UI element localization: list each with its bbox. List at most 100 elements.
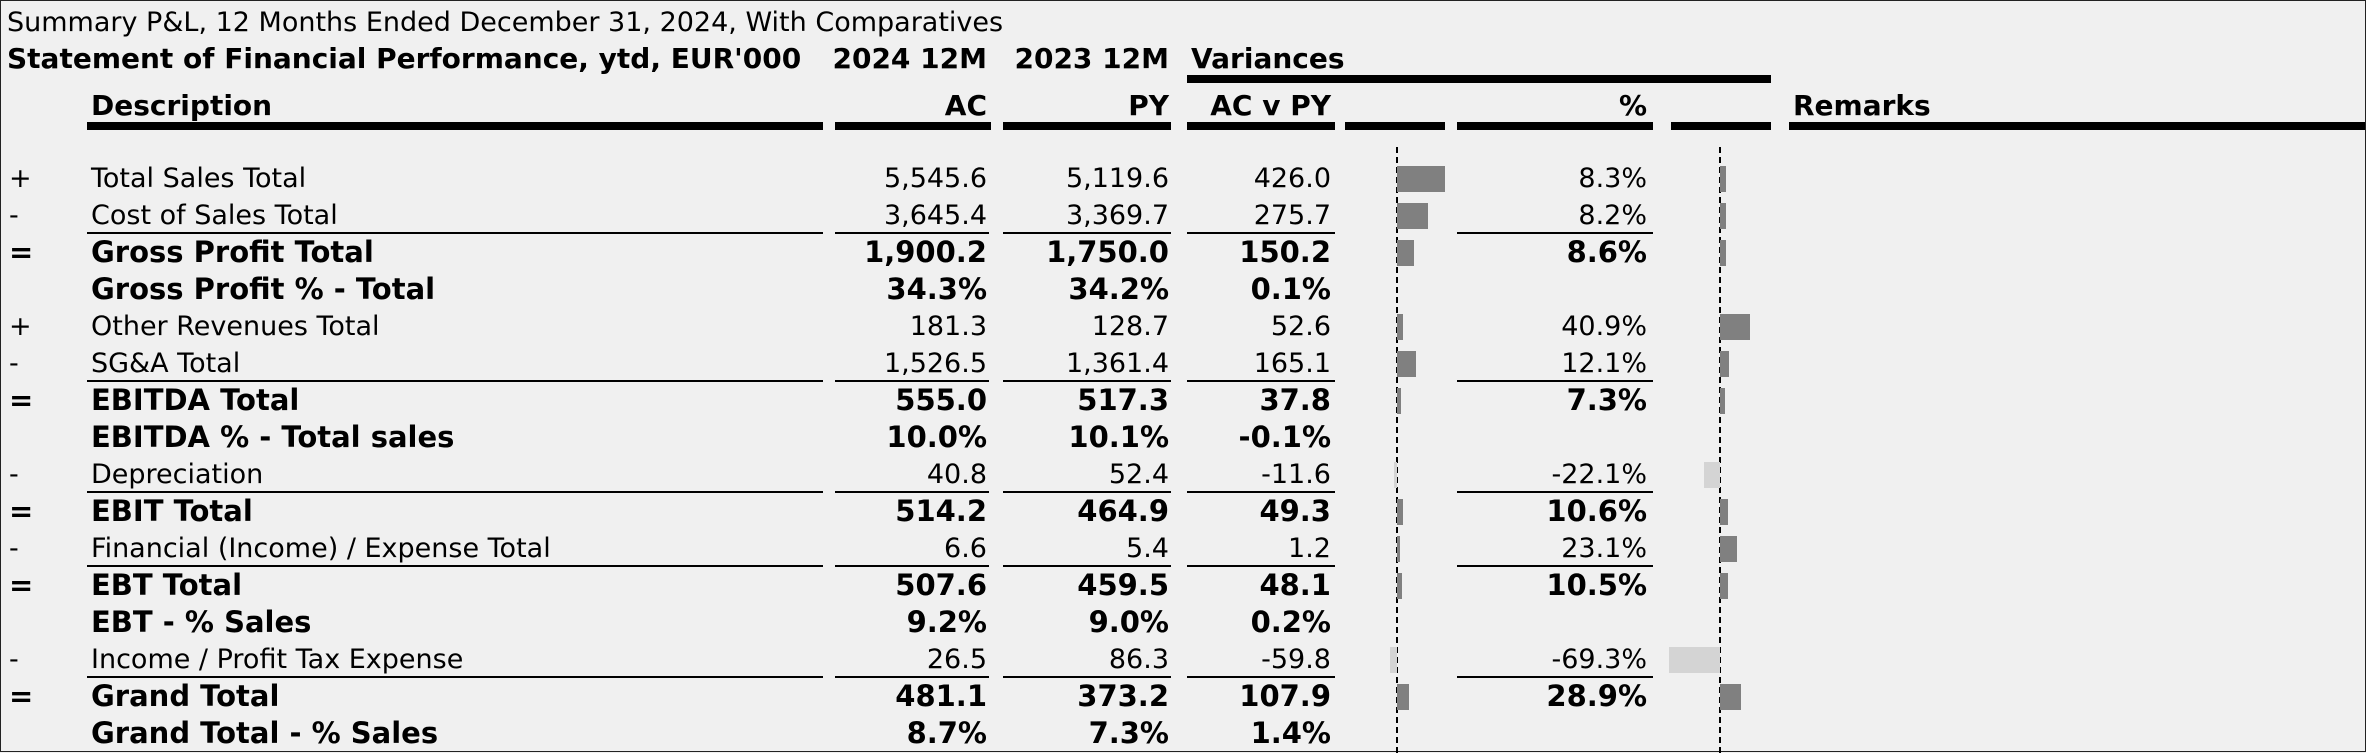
header-rule-varbar (1345, 122, 1445, 130)
percent-variance-bar (1669, 647, 1720, 673)
percent-axis (1719, 147, 1721, 753)
variance-bar (1397, 388, 1402, 414)
row-variance-value: 1.4% (1250, 716, 1331, 750)
row-sign: = (9, 679, 34, 713)
row-sign: + (9, 163, 32, 194)
row-variance-percent: 8.3% (1578, 163, 1647, 194)
row-variance-value: 37.8 (1259, 383, 1331, 417)
row-description: EBIT Total (91, 494, 253, 528)
table-row: - SG&A Total 1,526.5 1,361.4 165.1 12.1% (1, 345, 2365, 382)
variance-bar (1394, 462, 1397, 488)
percent-variance-bar (1720, 314, 1750, 340)
table-row: EBITDA % - Total sales 10.0% 10.1% -0.1% (1, 419, 2365, 456)
row-variance-percent: 40.9% (1561, 311, 1647, 342)
row-variance-percent: 8.2% (1578, 200, 1647, 231)
row-py-value: 464.9 (1077, 494, 1169, 528)
percent-variance-bar (1720, 388, 1726, 414)
row-description: SG&A Total (91, 348, 241, 379)
row-sign: = (9, 235, 34, 269)
row-sign: = (9, 383, 34, 417)
table-row: = Gross Profit Total 1,900.2 1,750.0 150.2 8.… (1, 234, 2365, 271)
percent-variance-bar (1720, 203, 1726, 229)
row-variance-percent (1461, 271, 1647, 308)
table-row: + Other Revenues Total 181.3 128.7 52.6 40.9% (1, 308, 2365, 345)
header-rule-desc (87, 122, 823, 130)
variance-bar (1397, 240, 1414, 266)
row-py-value: 517.3 (1077, 383, 1169, 417)
variance-bar (1397, 684, 1410, 710)
row-description: Grand Total - % Sales (91, 716, 439, 750)
row-variance-percent: -22.1% (1551, 459, 1647, 490)
variance-bar (1397, 351, 1416, 377)
table-row: = EBT Total 507.6 459.5 48.1 10.5% (1, 567, 2365, 604)
row-variance-value: 426.0 (1253, 163, 1331, 194)
row-description: EBT Total (91, 568, 243, 602)
row-variance-percent (1461, 604, 1647, 641)
header-rule-pct (1457, 122, 1653, 130)
row-ac-value: 481.1 (895, 679, 987, 713)
row-ac-value: 3,645.4 (883, 200, 987, 231)
row-ac-value: 5,545.6 (883, 163, 987, 194)
subtotal-rule (1457, 380, 1653, 382)
row-py-value: 5.4 (1126, 533, 1169, 564)
row-description: EBITDA % - Total sales (91, 420, 455, 454)
row-variance-value: 1.2 (1288, 533, 1331, 564)
table-row: EBT - % Sales 9.2% 9.0% 0.2% (1, 604, 2365, 641)
subtotal-rule (1187, 676, 1335, 678)
row-sign: = (9, 494, 34, 528)
subtotal-rule (1003, 232, 1171, 234)
ac-heading: AC (944, 89, 987, 122)
table-row: = EBITDA Total 555.0 517.3 37.8 7.3% (1, 382, 2365, 419)
row-py-value: 1,750.0 (1046, 235, 1169, 269)
subtotal-rule (87, 491, 823, 493)
row-description: Financial (Income) / Expense Total (91, 533, 551, 564)
row-variance-value: 49.3 (1259, 494, 1331, 528)
row-description: Gross Profit % - Total (91, 272, 436, 306)
row-ac-value: 6.6 (944, 533, 987, 564)
row-ac-value: 10.0% (886, 420, 987, 454)
row-variance-percent: 7.3% (1566, 383, 1647, 417)
row-variance-percent (1461, 715, 1647, 752)
row-py-value: 459.5 (1077, 568, 1169, 602)
row-variance-percent: 12.1% (1561, 348, 1647, 379)
row-description: Cost of Sales Total (91, 200, 338, 231)
subtotal-rule (1187, 380, 1335, 382)
subtotal-rule (835, 676, 989, 678)
subtotal-rule (1003, 491, 1171, 493)
row-sign (9, 715, 39, 752)
row-variance-percent: 23.1% (1561, 533, 1647, 564)
table-row: - Financial (Income) / Expense Total 6.6 5.… (1, 530, 2365, 567)
table-row: Gross Profit % - Total 34.3% 34.2% 0.1% (1, 271, 2365, 308)
table-row: - Income / Profit Tax Expense 26.5 86.3 -59.… (1, 641, 2365, 678)
percent-variance-bar (1720, 684, 1742, 710)
row-py-value: 3,369.7 (1065, 200, 1169, 231)
variance-bar (1397, 314, 1403, 340)
row-sign: - (9, 200, 19, 231)
variance-bar (1397, 573, 1403, 599)
row-description: Grand Total (91, 679, 280, 713)
row-sign: - (9, 348, 19, 379)
variance-bar (1397, 203, 1429, 229)
row-py-value: 34.2% (1068, 272, 1169, 306)
row-ac-value: 26.5 (926, 644, 987, 675)
row-variance-value: -0.1% (1238, 420, 1331, 454)
row-variance-percent: 8.6% (1566, 235, 1647, 269)
pct-heading: % (1618, 89, 1647, 122)
row-description: EBITDA Total (91, 383, 300, 417)
subtotal-rule (1003, 565, 1171, 567)
row-sign (9, 419, 39, 456)
subtotal-rule (835, 232, 989, 234)
subtotal-rule (1003, 676, 1171, 678)
acvpy-heading: AC v PY (1210, 89, 1331, 122)
row-variance-value: 107.9 (1239, 679, 1331, 713)
row-ac-value: 1,900.2 (864, 235, 987, 269)
row-py-value: 10.1% (1068, 420, 1169, 454)
subtotal-rule (87, 232, 823, 234)
row-ac-value: 34.3% (886, 272, 987, 306)
row-variance-percent: 10.6% (1546, 494, 1647, 528)
row-variance-value: -11.6 (1261, 459, 1331, 490)
row-ac-value: 507.6 (895, 568, 987, 602)
variance-bar (1390, 647, 1397, 673)
subtotal-rule (1457, 676, 1653, 678)
